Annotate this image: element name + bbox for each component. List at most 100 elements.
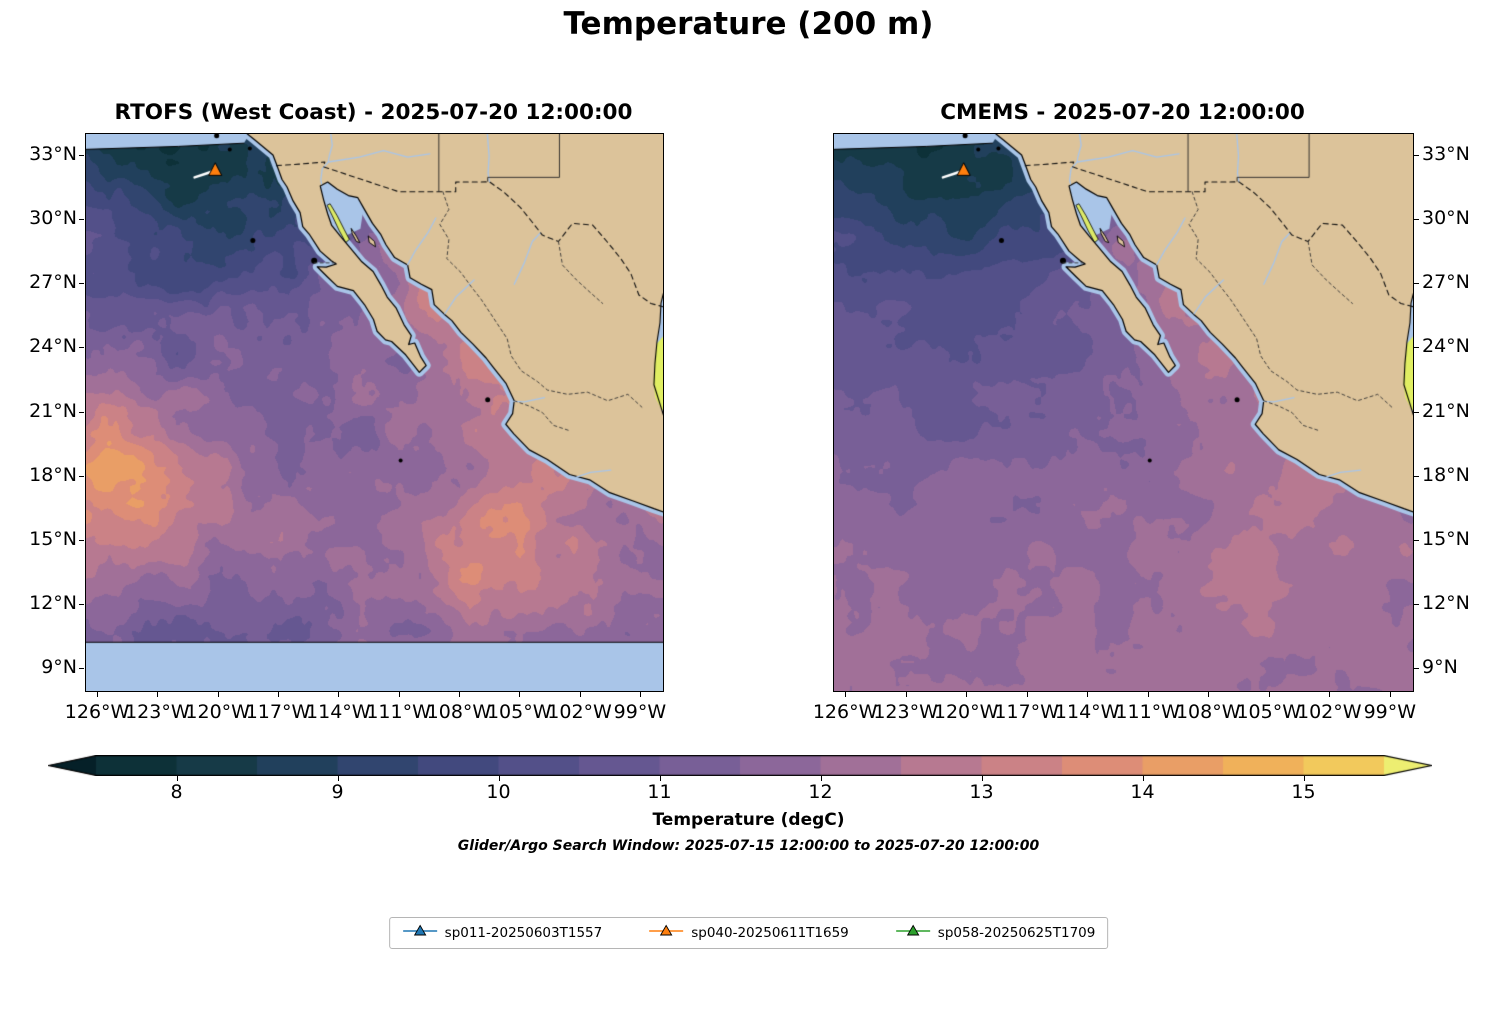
x-axis-tick-label: 99°W bbox=[613, 701, 667, 723]
colorbar-tick-label: 10 bbox=[486, 781, 511, 803]
map-canvas-cmems bbox=[833, 133, 1414, 692]
x-axis-tick bbox=[1026, 692, 1028, 697]
colorbar-tick-label: 11 bbox=[647, 781, 672, 803]
y-axis-tick bbox=[79, 667, 84, 669]
colorbar-tick-label: 8 bbox=[170, 781, 183, 803]
glider-legend: sp011-20250603T1557 sp040-20250611T1659 sp… bbox=[388, 917, 1109, 949]
x-axis-tick bbox=[157, 692, 159, 697]
colorbar-tick bbox=[498, 776, 500, 781]
x-axis-tick-label: 108°W bbox=[426, 701, 492, 723]
y-axis-tick bbox=[1414, 347, 1419, 349]
x-axis-tick-label: 105°W bbox=[1236, 701, 1302, 723]
y-axis-tick bbox=[1414, 667, 1419, 669]
y-axis-tick-label: 30°N bbox=[1422, 207, 1470, 230]
x-axis-tick-label: 114°W bbox=[306, 701, 371, 723]
legend-item-sp058: sp058-20250625T1709 bbox=[895, 923, 1096, 943]
colorbar-tick bbox=[337, 776, 339, 781]
y-axis-tick bbox=[1414, 283, 1419, 285]
y-axis-tick-label: 15°N bbox=[29, 527, 77, 550]
y-axis-tick bbox=[1414, 155, 1419, 156]
x-axis-tick-label: 111°W bbox=[1115, 701, 1180, 723]
x-axis-tick-label: 126°W bbox=[64, 701, 130, 723]
colorbar-tick-label: 13 bbox=[969, 781, 994, 803]
y-axis-tick-label: 21°N bbox=[29, 399, 77, 422]
figure-title: Temperature (200 m) bbox=[563, 6, 934, 42]
colorbar-tick-label: 15 bbox=[1291, 781, 1316, 803]
y-axis-tick bbox=[79, 283, 84, 285]
x-axis-tick bbox=[1389, 692, 1391, 697]
y-axis-tick bbox=[1414, 475, 1419, 477]
x-axis-tick bbox=[639, 692, 641, 697]
glider-triangle-marker-icon bbox=[648, 923, 684, 943]
x-axis-tick bbox=[458, 692, 460, 697]
x-axis-tick bbox=[1087, 692, 1089, 697]
y-axis-tick bbox=[1414, 603, 1419, 605]
glider-triangle-marker-icon bbox=[402, 923, 438, 943]
x-axis-tick bbox=[905, 692, 907, 697]
glider-triangle-marker-icon bbox=[895, 923, 931, 943]
y-axis-tick-label: 27°N bbox=[29, 271, 77, 294]
y-axis-tick bbox=[79, 347, 84, 349]
colorbar-tick-label: 14 bbox=[1130, 781, 1155, 803]
x-axis-tick-label: 126°W bbox=[812, 701, 878, 723]
panel-title-cmems: CMEMS - 2025-07-20 12:00:00 bbox=[940, 100, 1305, 125]
colorbar-tick bbox=[1142, 776, 1144, 781]
y-axis-tick-label: 21°N bbox=[1422, 399, 1470, 422]
y-axis-tick-label: 12°N bbox=[29, 591, 77, 614]
x-axis-tick-label: 102°W bbox=[1297, 701, 1362, 723]
y-axis-tick bbox=[79, 411, 84, 413]
legend-label: sp040-20250611T1659 bbox=[691, 925, 849, 941]
x-axis-tick-label: 105°W bbox=[486, 701, 552, 723]
y-axis-tick-label: 33°N bbox=[29, 143, 77, 165]
legend-label: sp058-20250625T1709 bbox=[937, 925, 1096, 941]
colorbar-tick bbox=[981, 776, 983, 781]
legend-item-sp040: sp040-20250611T1659 bbox=[648, 923, 849, 943]
x-axis-tick-label: 123°W bbox=[125, 701, 190, 723]
x-axis-tick bbox=[1147, 692, 1149, 697]
y-axis-tick bbox=[79, 219, 84, 221]
y-axis-tick-label: 24°N bbox=[29, 335, 77, 358]
x-axis-tick-label: 111°W bbox=[366, 701, 431, 723]
colorbar-tick-label: 9 bbox=[331, 781, 344, 803]
x-axis-tick-label: 117°W bbox=[994, 701, 1059, 723]
x-axis-tick-label: 102°W bbox=[547, 701, 612, 723]
y-axis-tick-label: 9°N bbox=[1422, 655, 1458, 678]
x-axis-tick-label: 123°W bbox=[873, 701, 938, 723]
colorbar-tick bbox=[1303, 776, 1305, 781]
legend-label: sp011-20250603T1557 bbox=[444, 925, 603, 941]
y-axis-tick-label: 33°N bbox=[1422, 143, 1470, 165]
x-axis-tick bbox=[278, 692, 279, 697]
colorbar-tick-label: 12 bbox=[808, 781, 833, 803]
y-axis-tick-label: 9°N bbox=[41, 655, 77, 678]
y-axis-tick bbox=[1414, 411, 1419, 413]
x-axis-tick bbox=[1268, 692, 1270, 697]
x-axis-tick-label: 120°W bbox=[185, 701, 250, 723]
legend-item-sp011: sp011-20250603T1557 bbox=[402, 923, 603, 943]
colorbar-label: Temperature (degC) bbox=[652, 810, 845, 830]
x-axis-tick bbox=[845, 692, 847, 697]
x-axis-tick-label: 108°W bbox=[1175, 701, 1241, 723]
x-axis-tick bbox=[398, 692, 400, 697]
x-axis-tick bbox=[966, 692, 968, 697]
colorbar-tick bbox=[176, 776, 178, 781]
y-axis-tick bbox=[79, 475, 84, 477]
y-axis-tick-label: 18°N bbox=[1422, 463, 1470, 486]
x-axis-tick bbox=[338, 692, 340, 697]
x-axis-tick-label: 120°W bbox=[933, 701, 999, 723]
x-axis-tick bbox=[1208, 692, 1210, 697]
colorbar-tick bbox=[820, 776, 822, 781]
x-axis-tick bbox=[217, 692, 219, 697]
colorbar-tick bbox=[659, 776, 661, 781]
x-axis-tick-label: 99°W bbox=[1363, 701, 1417, 723]
x-axis-tick-label: 117°W bbox=[245, 701, 311, 723]
search-window-subtitle: Glider/Argo Search Window: 2025-07-15 12… bbox=[457, 838, 1040, 854]
y-axis-tick-label: 12°N bbox=[1422, 591, 1470, 614]
y-axis-tick bbox=[79, 539, 84, 541]
y-axis-tick bbox=[1414, 539, 1419, 541]
y-axis-tick-label: 30°N bbox=[29, 207, 77, 230]
colorbar bbox=[48, 755, 1432, 776]
y-axis-tick-label: 18°N bbox=[29, 463, 77, 486]
y-axis-tick-label: 24°N bbox=[1422, 335, 1470, 358]
panel-title-rtofs: RTOFS (West Coast) - 2025-07-20 12:00:00 bbox=[114, 100, 633, 125]
